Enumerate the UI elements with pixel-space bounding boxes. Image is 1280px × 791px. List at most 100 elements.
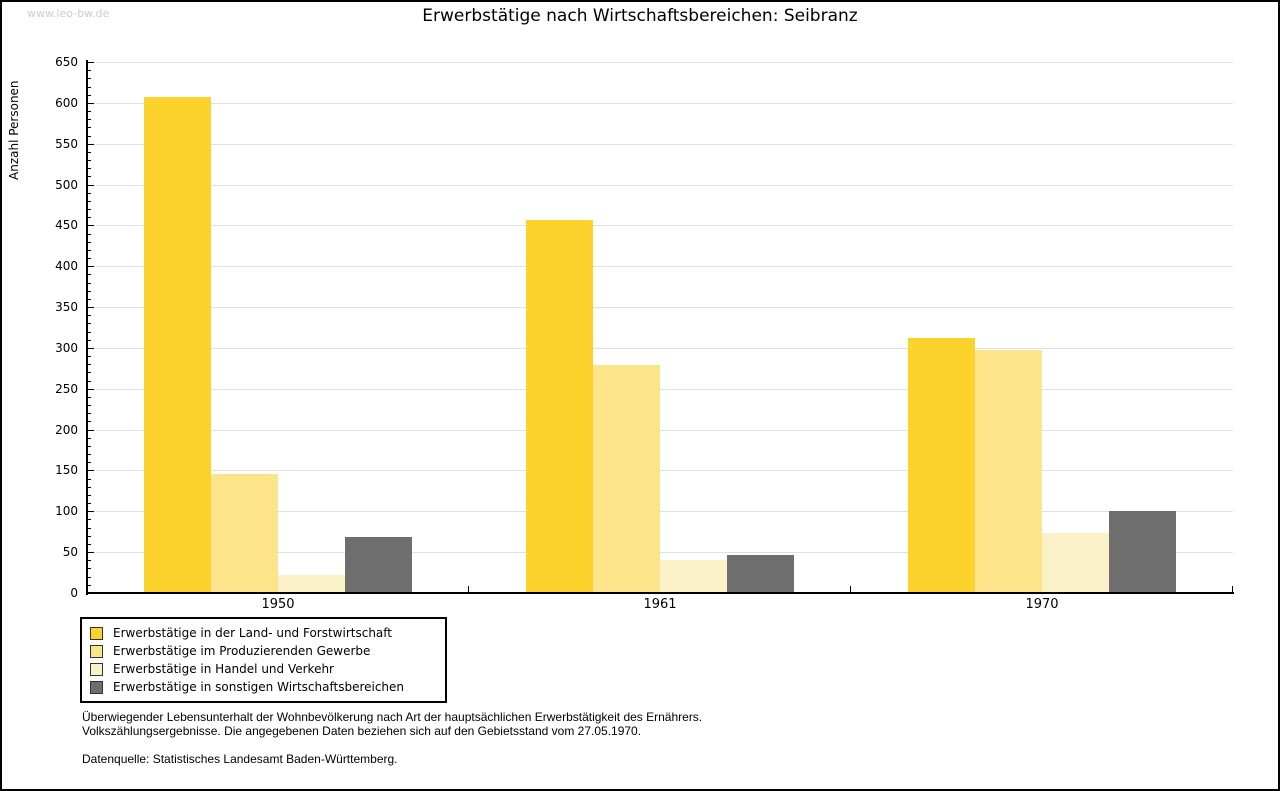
gridline — [87, 470, 1233, 472]
y-minor-tick — [87, 176, 91, 178]
y-major-tick — [87, 102, 94, 104]
y-minor-tick — [87, 78, 91, 80]
y-minor-tick — [87, 241, 91, 243]
bar — [975, 350, 1042, 593]
y-minor-tick — [87, 503, 91, 505]
x-tick — [850, 586, 851, 593]
bar — [278, 575, 345, 593]
gridline — [87, 62, 1233, 63]
y-major-tick — [87, 307, 94, 309]
y-tick-label: 0 — [70, 586, 78, 600]
y-major-tick — [87, 225, 94, 227]
y-major-tick — [87, 552, 94, 554]
y-minor-tick — [87, 209, 91, 211]
y-major-tick — [87, 143, 94, 145]
legend-swatch-icon — [90, 644, 103, 658]
legend-item: Erwerbstätige in der Land- und Forstwirt… — [90, 624, 437, 642]
y-minor-tick — [87, 413, 91, 415]
gridline — [87, 552, 1233, 554]
legend-item: Erwerbstätige im Produzierenden Gewerbe — [90, 642, 437, 660]
legend-swatch-icon — [90, 662, 103, 676]
y-axis-line — [86, 60, 88, 595]
y-minor-tick — [87, 233, 91, 235]
y-major-tick — [87, 184, 94, 186]
y-minor-tick — [87, 535, 91, 537]
y-minor-tick — [87, 217, 91, 219]
y-tick-label: 100 — [55, 504, 78, 519]
data-source-note: Datenquelle: Statistisches Landesamt Bad… — [82, 752, 398, 766]
legend-swatch-icon — [90, 680, 103, 694]
gridline — [87, 225, 1233, 227]
y-tick-label: 450 — [55, 218, 78, 233]
y-minor-tick — [87, 396, 91, 398]
footer-note-line: Volkszählungsergebnisse. Die angegebenen… — [82, 724, 642, 738]
y-major-tick — [87, 266, 94, 268]
bar — [526, 219, 593, 593]
y-minor-tick — [87, 454, 91, 456]
gridline — [87, 307, 1233, 309]
y-minor-tick — [87, 339, 91, 341]
y-minor-tick — [87, 478, 91, 480]
y-minor-tick — [87, 282, 91, 284]
y-minor-tick — [87, 331, 91, 333]
y-tick-label: 50 — [62, 545, 78, 560]
y-minor-tick — [87, 168, 91, 170]
y-major-tick — [87, 511, 94, 513]
y-tick-label: 150 — [55, 463, 78, 478]
y-minor-tick — [87, 111, 91, 112]
y-tick-label: 300 — [55, 340, 78, 355]
x-tick — [468, 586, 469, 593]
gridline — [87, 347, 1233, 349]
y-minor-tick — [87, 445, 91, 447]
y-minor-tick — [87, 290, 91, 292]
y-minor-tick — [87, 527, 91, 529]
y-tick-label: 550 — [55, 136, 78, 151]
y-minor-tick — [87, 258, 91, 260]
y-minor-tick — [87, 298, 91, 300]
legend-swatch-icon — [90, 626, 103, 640]
y-tick-label: 250 — [55, 381, 78, 396]
y-minor-tick — [87, 160, 91, 162]
y-minor-tick — [87, 249, 91, 251]
y-minor-tick — [87, 94, 91, 96]
y-minor-tick — [87, 519, 91, 521]
y-major-tick — [87, 388, 94, 390]
y-minor-tick — [87, 560, 91, 562]
y-minor-tick — [87, 315, 91, 317]
legend-item-label: Erwerbstätige in der Land- und Forstwirt… — [113, 626, 392, 640]
y-minor-tick — [87, 70, 91, 72]
y-minor-tick — [87, 200, 91, 202]
y-tick-label: 400 — [55, 259, 78, 274]
y-tick-label: 200 — [55, 422, 78, 437]
y-major-tick — [87, 347, 94, 349]
x-tick-label: 1950 — [261, 597, 295, 612]
y-minor-tick — [87, 372, 91, 374]
y-minor-tick — [87, 405, 91, 407]
bar — [727, 554, 794, 593]
y-minor-tick — [87, 192, 91, 194]
bar — [660, 559, 727, 593]
y-tick-label: 350 — [55, 300, 78, 315]
y-tick-label: 500 — [55, 177, 78, 192]
gridline — [87, 429, 1233, 431]
bar — [211, 473, 278, 593]
y-minor-tick — [87, 356, 91, 358]
y-minor-tick — [87, 323, 91, 325]
y-major-tick — [87, 470, 94, 472]
y-minor-tick — [87, 421, 91, 423]
y-minor-tick — [87, 364, 91, 366]
y-tick-label: 600 — [55, 95, 78, 110]
x-tick — [1232, 586, 1233, 593]
x-tick-label: 1961 — [643, 597, 677, 612]
legend-item: Erwerbstätige in Handel und Verkehr — [90, 660, 437, 678]
y-minor-tick — [87, 494, 91, 496]
footer-note-line: Überwiegender Lebensunterhalt der Wohnbe… — [82, 710, 703, 724]
y-minor-tick — [87, 135, 91, 137]
y-minor-tick — [87, 119, 91, 121]
y-minor-tick — [87, 437, 91, 439]
gridline — [87, 143, 1233, 145]
y-minor-tick — [87, 576, 91, 578]
y-tick-label: 650 — [55, 55, 78, 69]
